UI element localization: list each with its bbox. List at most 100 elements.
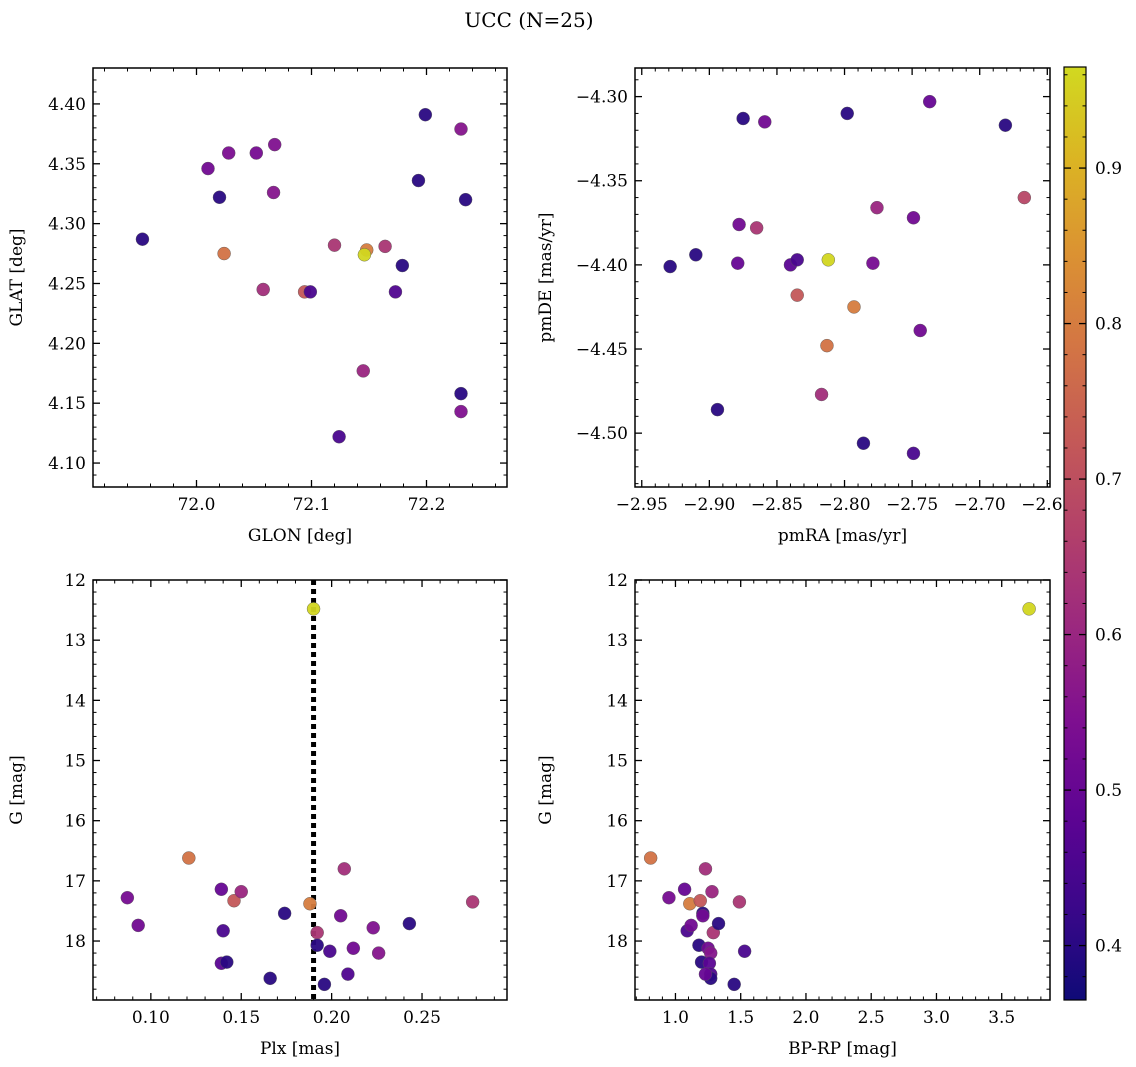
data-point bbox=[736, 111, 750, 126]
y-tick-label: 14 bbox=[64, 691, 86, 711]
data-point bbox=[998, 118, 1013, 132]
x-tick-label: −2.85 bbox=[751, 495, 803, 515]
x-tick-label: −2.80 bbox=[818, 495, 870, 515]
data-point bbox=[711, 916, 726, 931]
data-point bbox=[689, 248, 703, 262]
data-point bbox=[402, 916, 417, 931]
panel-pmra-pmde: −2.95 −2.90 −2.85 −2.80 −2.75 −2.70 −2.65 −4.50… bbox=[536, 67, 1073, 546]
x-tick-label: 0.15 bbox=[222, 1008, 260, 1028]
data-point bbox=[346, 941, 361, 955]
data-point bbox=[458, 192, 473, 207]
x-tick-label: −2.75 bbox=[886, 495, 938, 515]
data-point bbox=[323, 944, 337, 958]
y-tick-label: 4.30 bbox=[48, 215, 86, 235]
data-point bbox=[277, 906, 292, 921]
data-point bbox=[268, 137, 282, 152]
data-point bbox=[317, 977, 332, 992]
data-point bbox=[727, 977, 741, 992]
axes-frame bbox=[92, 67, 508, 488]
data-point bbox=[366, 921, 380, 935]
x-axis-label: GLON [deg] bbox=[248, 526, 352, 546]
data-point bbox=[684, 918, 698, 933]
y-axis-label: G [mag] bbox=[7, 755, 27, 824]
y-tick-label: 4.20 bbox=[48, 334, 86, 354]
y-tick-label: 12 bbox=[64, 571, 86, 591]
data-point bbox=[214, 882, 229, 896]
scatter-points bbox=[120, 602, 480, 992]
data-point bbox=[790, 253, 804, 267]
y-tick-label: −4.30 bbox=[576, 88, 628, 108]
y-axis-label: GLAT [deg] bbox=[7, 228, 27, 326]
y-tick-label: 15 bbox=[606, 752, 628, 772]
x-tick-label: 3.5 bbox=[988, 1008, 1015, 1028]
data-point bbox=[341, 967, 355, 981]
x-tick-label: 1.5 bbox=[727, 1008, 754, 1028]
x-tick-label: 0.20 bbox=[313, 1008, 351, 1028]
data-point bbox=[411, 173, 426, 188]
figure-title: UCC (N=25) bbox=[464, 8, 593, 32]
colorbar-tick-label: 0.9 bbox=[1095, 159, 1122, 179]
x-tick-label: 3.0 bbox=[923, 1008, 950, 1028]
x-axis-label: Plx [mas] bbox=[260, 1039, 340, 1059]
data-point bbox=[266, 185, 281, 200]
data-point bbox=[454, 404, 468, 419]
data-point bbox=[227, 894, 241, 908]
data-point bbox=[662, 891, 676, 905]
data-point bbox=[790, 288, 804, 302]
x-tick-label: 1.0 bbox=[662, 1008, 689, 1028]
data-point bbox=[395, 258, 410, 273]
data-point bbox=[256, 282, 270, 297]
data-point bbox=[418, 107, 433, 122]
data-point bbox=[906, 211, 921, 225]
data-point bbox=[120, 891, 135, 905]
y-tick-label: 13 bbox=[606, 631, 628, 651]
data-point bbox=[856, 436, 871, 450]
data-point bbox=[870, 200, 884, 215]
panel-bprp-g: 1.0 1.5 2.0 2.5 3.0 3.5 12 13 14 15 16 17 18 BP-RP [m… bbox=[536, 571, 1051, 1059]
data-point bbox=[135, 232, 150, 246]
y-tick-label: 16 bbox=[64, 812, 86, 832]
axes-frame bbox=[634, 67, 1051, 488]
x-tick-label: 2.5 bbox=[858, 1008, 885, 1028]
colorbar-tick-label: 0.7 bbox=[1095, 470, 1122, 490]
data-point bbox=[332, 430, 346, 444]
data-point bbox=[131, 918, 145, 933]
data-point bbox=[303, 897, 317, 911]
y-tick-label: 18 bbox=[606, 932, 628, 952]
y-tick-label: 14 bbox=[606, 691, 628, 711]
colorbar: 0.4 0.5 0.6 0.7 0.8 0.9 bbox=[1063, 66, 1122, 1001]
data-point bbox=[814, 387, 829, 402]
data-point bbox=[820, 338, 834, 353]
data-point bbox=[371, 946, 386, 960]
data-point bbox=[710, 402, 725, 417]
data-point bbox=[217, 246, 231, 261]
colorbar-gradient bbox=[1064, 67, 1086, 1000]
data-point bbox=[357, 248, 372, 262]
data-point bbox=[1017, 190, 1032, 205]
data-point bbox=[732, 217, 746, 232]
data-point bbox=[234, 884, 248, 899]
data-point bbox=[220, 955, 234, 969]
data-point bbox=[696, 909, 710, 923]
colorbar-frame bbox=[1063, 66, 1087, 1001]
data-point bbox=[732, 895, 747, 909]
data-point bbox=[677, 882, 692, 896]
panel-plx-g: 0.10 0.15 0.20 0.25 12 13 14 15 16 17 18 Plx [mas] G… bbox=[7, 571, 508, 1059]
x-tick-label: −2.95 bbox=[616, 495, 668, 515]
x-tick-label: 0.10 bbox=[132, 1008, 170, 1028]
y-tick-label: −4.40 bbox=[576, 256, 628, 276]
data-point bbox=[249, 146, 263, 160]
data-point bbox=[221, 146, 236, 160]
data-point bbox=[263, 971, 277, 986]
data-point bbox=[356, 364, 370, 378]
data-point bbox=[378, 239, 392, 254]
data-point bbox=[866, 256, 880, 270]
data-point bbox=[663, 259, 677, 274]
data-point bbox=[758, 115, 772, 129]
x-tick-label: 72.1 bbox=[293, 495, 331, 515]
x-axis-label: pmRA [mas/yr] bbox=[778, 526, 907, 546]
y-tick-label: 12 bbox=[606, 571, 628, 591]
scatter-points bbox=[663, 94, 1032, 461]
axes-frame bbox=[92, 579, 508, 1001]
